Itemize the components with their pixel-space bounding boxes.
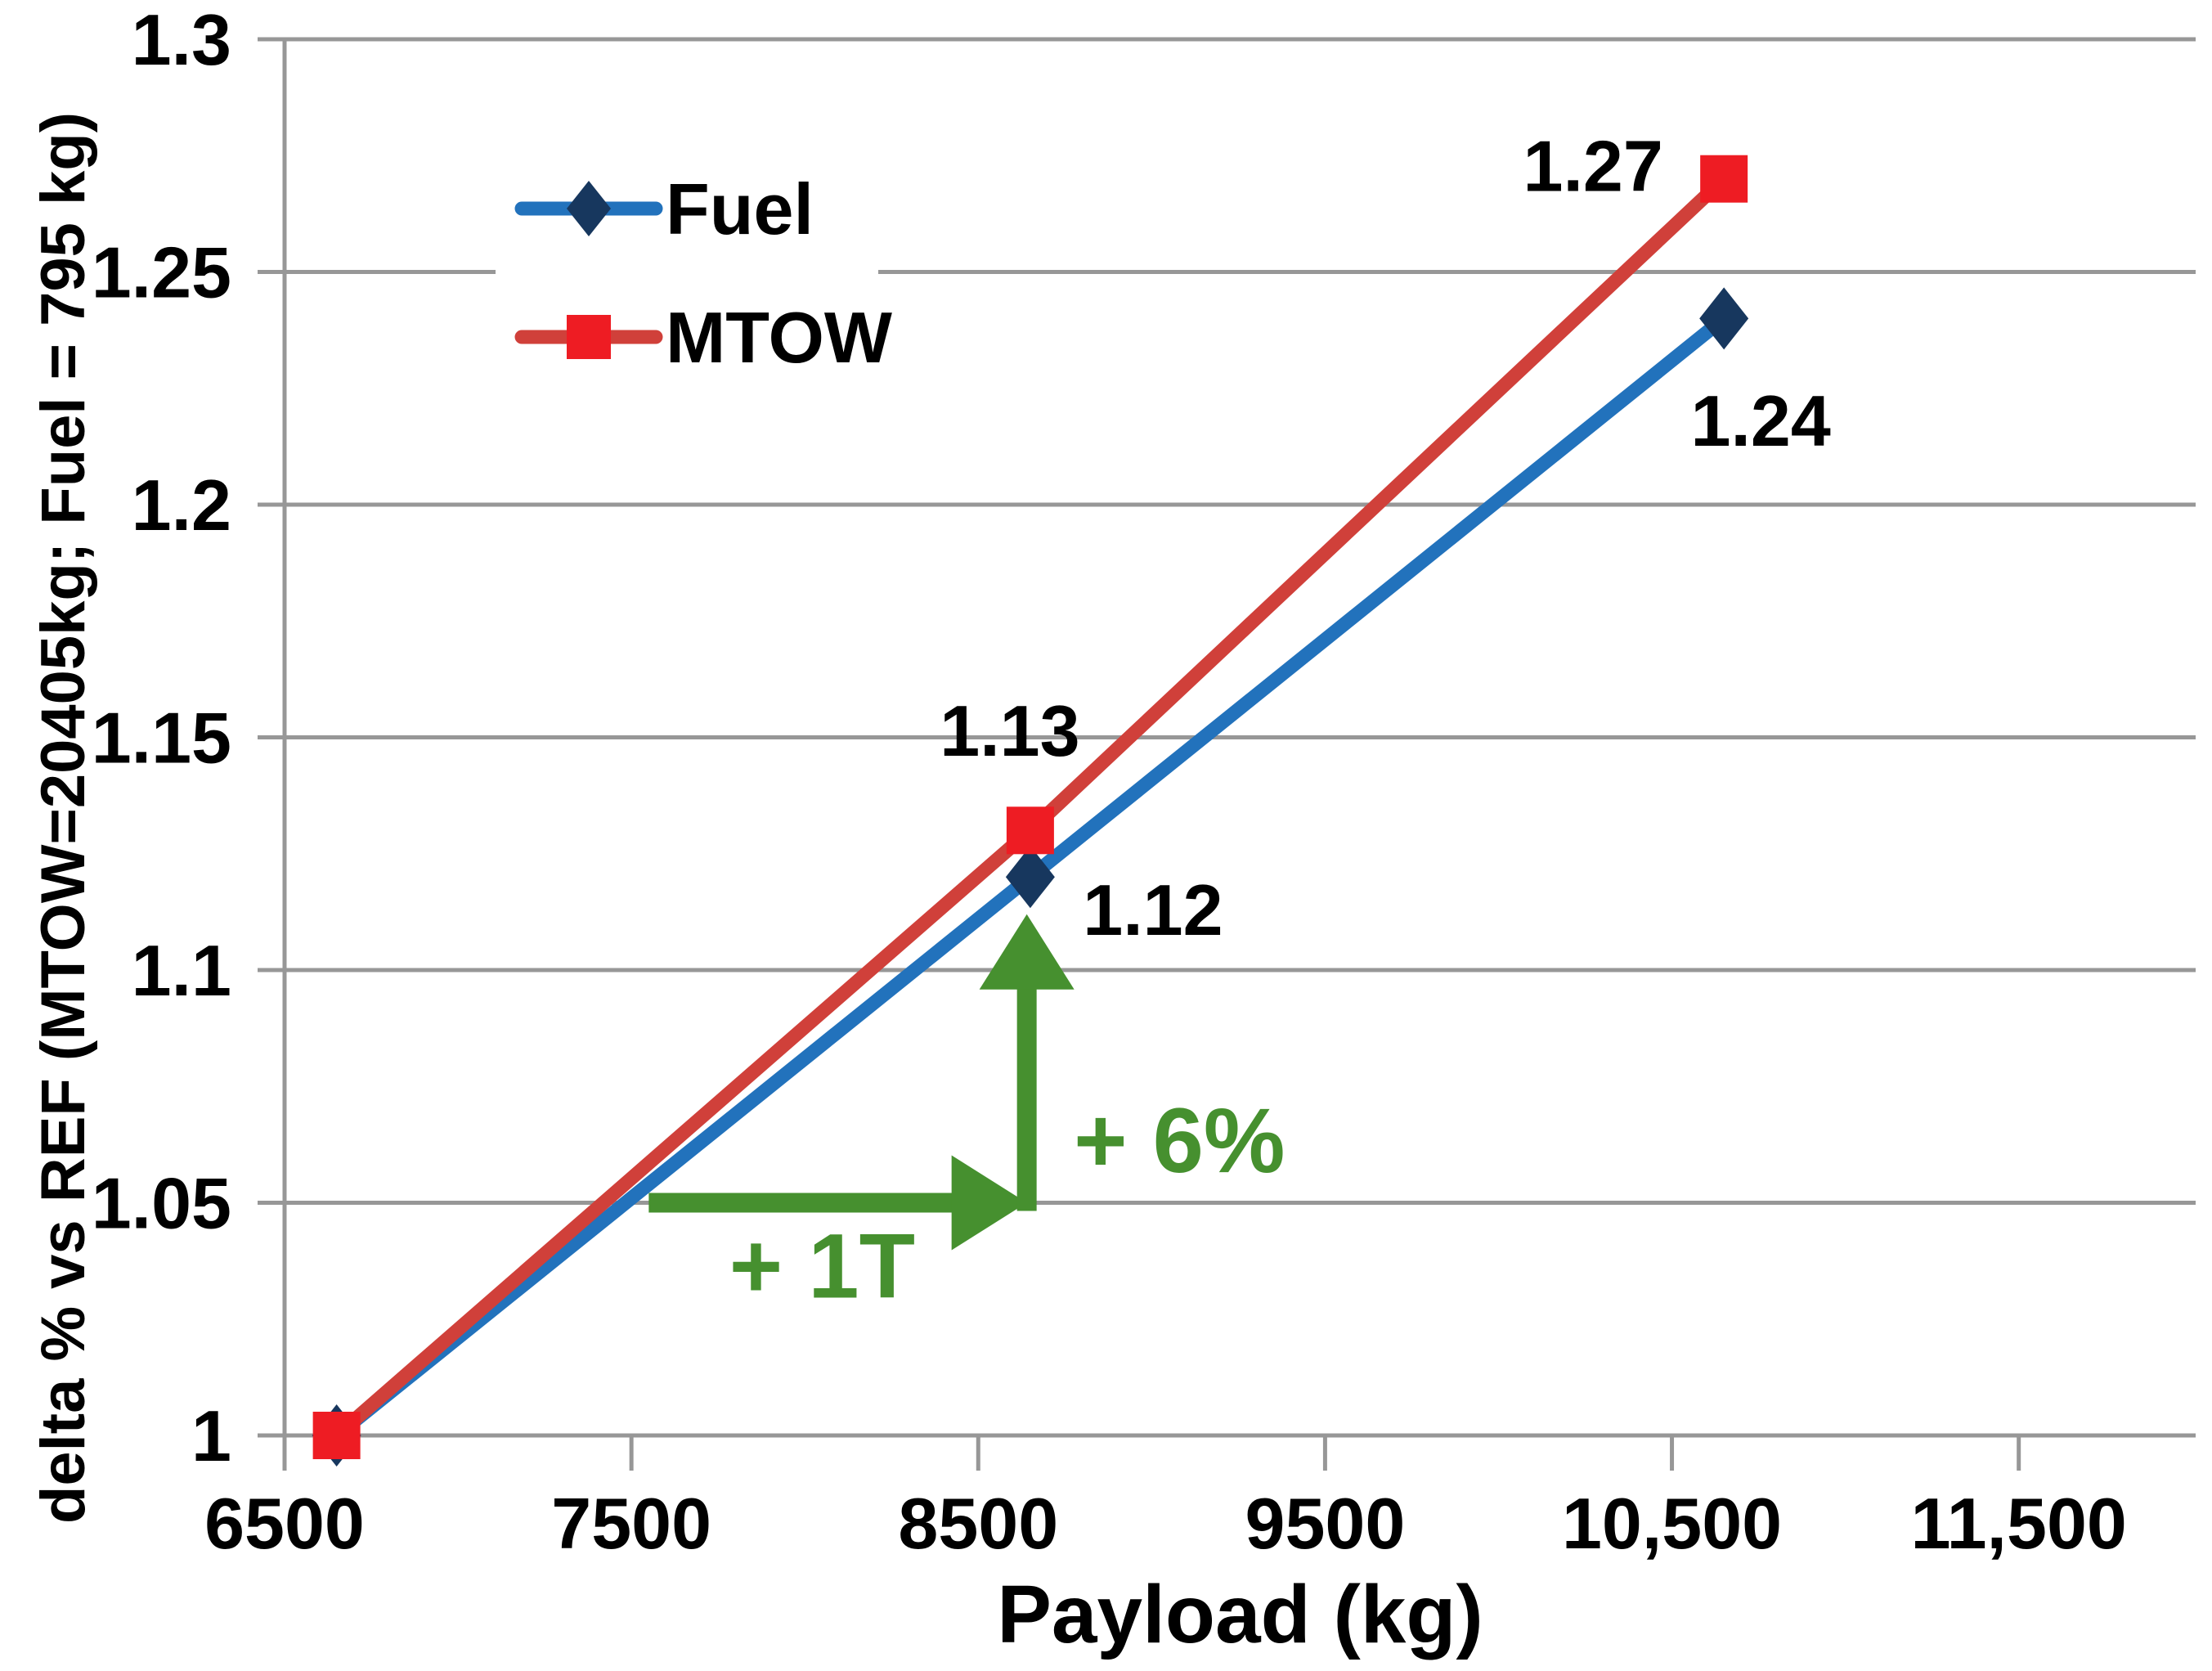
- y-tick-label: 1.3: [132, 0, 231, 80]
- data-label: 1.24: [1691, 380, 1831, 461]
- x-tick-label: 6500: [204, 1483, 365, 1564]
- annotation-label: + 6%: [1074, 1089, 1285, 1192]
- arrow-head: [951, 1155, 1027, 1251]
- y-tick-label: 1.25: [92, 231, 231, 312]
- data-label: 1.27: [1523, 126, 1663, 207]
- y-tick-label: 1.2: [132, 465, 231, 546]
- legend-item-mtow: MTOW: [514, 297, 892, 378]
- diamond-marker: [1699, 287, 1749, 350]
- mtow-markers: [312, 155, 1748, 1459]
- legend-label: Fuel: [666, 168, 814, 249]
- arrow-head: [979, 914, 1075, 990]
- diamond-marker: [1005, 846, 1055, 909]
- data-label: 1.12: [1083, 869, 1223, 950]
- data-label: 1.13: [940, 690, 1079, 771]
- legend-background: [496, 154, 878, 399]
- y-tick-label: 1.15: [92, 697, 231, 778]
- axes: [282, 39, 2021, 1471]
- x-axis-title: Payload (kg): [997, 1569, 1483, 1660]
- square-marker: [312, 1412, 361, 1459]
- legend-diamond-marker: [567, 181, 611, 236]
- square-marker: [1006, 806, 1054, 855]
- x-tick-label: 11,500: [1911, 1483, 2127, 1564]
- x-tick-label: 7500: [551, 1483, 711, 1564]
- legend: Fuel MTOW: [514, 168, 892, 378]
- legend-item-fuel: Fuel: [514, 168, 814, 249]
- annotation-arrow: [979, 914, 1075, 1211]
- x-tick-label: 8500: [898, 1483, 1058, 1564]
- y-axis-title: delta % vs REF (MTOW=20405kg; Fuel = 795…: [29, 112, 98, 1524]
- annotation-arrow: [648, 1155, 1027, 1251]
- y-tick-label: 1: [191, 1395, 231, 1476]
- x-tick-label: 9500: [1245, 1483, 1406, 1564]
- annotations: + 1T + 6%: [648, 914, 1285, 1318]
- tick-labels: 1 1.05 1.1 1.15 1.2 1.25 1.3 6500 7500 8500 9500 10…: [92, 0, 2127, 1564]
- square-marker: [1700, 155, 1748, 203]
- annotation-label: + 1T: [729, 1215, 915, 1318]
- legend-label: MTOW: [666, 297, 892, 378]
- x-tick-label: 10,500: [1562, 1483, 1782, 1564]
- legend-square-marker: [567, 315, 611, 359]
- data-labels: 1.12 1.24 1.13 1.27: [940, 126, 1831, 951]
- y-tick-label: 1.05: [92, 1162, 231, 1243]
- y-tick-label: 1.1: [132, 930, 231, 1011]
